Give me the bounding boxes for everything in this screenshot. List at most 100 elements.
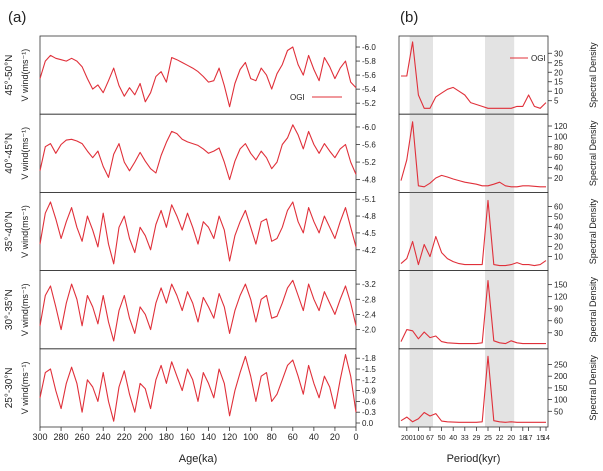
y-tick-label: -3.2 <box>362 280 376 289</box>
y-axis-label: V wind(ms⁻¹) <box>20 205 30 258</box>
y-tick-label: 5 <box>554 97 559 106</box>
shaded-band <box>485 114 515 193</box>
plot-frame <box>39 191 357 271</box>
series-line-OGI <box>400 121 546 188</box>
y-tick-label: -2.0 <box>362 326 376 335</box>
latitude-band-label: 35°-40°N <box>4 211 15 252</box>
plot-frame <box>39 35 357 115</box>
y-tick-label: 40 <box>554 222 563 231</box>
y-tick-label: 50 <box>554 212 563 221</box>
x-tick-label: 180 <box>159 432 174 442</box>
x-axis: 300 280 260 240 220 200 180 160 140 120 100 80 60 40 2… <box>32 427 359 442</box>
x-tick-label: 280 <box>54 432 69 442</box>
y-tick-label: 80 <box>554 143 563 152</box>
panel-a-row-1: -6.0 -5.8 -5.6 -5.4 -5.2 45°-50°N V wind(ms⁻¹)… <box>4 35 376 115</box>
x-tick-label: 60 <box>288 432 298 442</box>
legend: OGI <box>510 54 546 63</box>
y-tick-label: -4.5 <box>362 229 376 238</box>
y-tick-label: 30 <box>554 49 563 58</box>
y-tick-label: 60 <box>554 202 563 211</box>
plot-frame <box>39 270 357 350</box>
panel-b-row-4: 30 60 90 120 150 Spectral Density <box>398 270 598 350</box>
y-tick-label: 100 <box>554 132 568 141</box>
y-tick-label: -0.3 <box>362 408 376 417</box>
plot-frame <box>39 113 357 193</box>
x-tick-label: 100 <box>413 435 425 442</box>
x-tick-label: 22 <box>496 435 504 442</box>
series-line-OGI <box>400 355 546 423</box>
shaded-band <box>409 348 433 427</box>
y-tick-label: -5.2 <box>362 158 376 167</box>
y-tick-label: 50 <box>554 407 563 416</box>
panel-a-row-4: -3.2 -2.8 -2.4 -2.0 30°-35°N V wind(ms⁻¹) <box>4 270 376 350</box>
y-tick-label: 60 <box>554 317 563 326</box>
y-tick-label: -2.8 <box>362 295 376 304</box>
y-tick-label: -5.8 <box>362 57 376 66</box>
y-axis-label: V wind(ms⁻¹) <box>20 127 30 180</box>
y-tick-label: -1.8 <box>362 354 376 363</box>
x-axis-title-a: Age(ka) <box>179 453 218 465</box>
y-axis-label: V wind(ms⁻¹) <box>20 362 30 415</box>
y-axis-ticks: -5.1 -4.8 -4.5 -4.2 <box>356 195 376 255</box>
y-tick-label: -6.0 <box>362 123 376 132</box>
plot-frame <box>39 348 357 428</box>
series-line-OGI <box>39 354 357 422</box>
x-tick-label: 160 <box>180 432 195 442</box>
y-axis-label: Spectral Density <box>588 355 598 421</box>
series-line-OGI <box>400 199 547 267</box>
x-tick-label: 0 <box>353 432 358 442</box>
y-tick-label: -0.9 <box>362 387 376 396</box>
x-tick-label: 120 <box>222 432 237 442</box>
panel-label-b: (b) <box>400 9 418 26</box>
shaded-band <box>485 192 515 271</box>
x-tick-label: 67 <box>426 435 434 442</box>
shaded-band <box>409 114 433 193</box>
y-tick-label: -0.6 <box>362 397 376 406</box>
y-tick-label: 200 <box>554 372 568 381</box>
x-tick-label: 40 <box>309 432 319 442</box>
y-tick-label: 30 <box>554 233 563 242</box>
y-tick-label: 20 <box>554 68 563 77</box>
latitude-band-label: 45°-50°N <box>4 55 15 96</box>
shaded-band <box>409 36 433 115</box>
y-tick-label: 25 <box>554 59 563 68</box>
y-axis-ticks: -6.0 -5.8 -5.6 -5.4 -5.2 <box>356 43 376 108</box>
y-axis-ticks: 50 100 150 200 250 <box>548 361 568 416</box>
shaded-band <box>485 36 515 115</box>
x-tick-label: 20 <box>330 432 340 442</box>
latitude-band-label: 30°-35°N <box>4 289 15 330</box>
y-tick-label: -4.8 <box>362 212 376 221</box>
y-tick-label: -5.6 <box>362 141 376 150</box>
series-line-OGI <box>39 279 357 342</box>
y-tick-label: -6.0 <box>362 43 376 52</box>
x-tick-label: 17 <box>525 435 533 442</box>
y-axis-ticks: -6.0 -5.6 -5.2 -4.8 <box>356 123 376 185</box>
x-tick-label: 260 <box>75 432 90 442</box>
x-tick-label: 220 <box>117 432 132 442</box>
x-tick-label: 20 <box>507 435 515 442</box>
y-tick-label: -2.4 <box>362 310 376 319</box>
legend-label: OGI <box>531 54 546 63</box>
latitude-band-label: 25°-30°N <box>4 368 15 409</box>
y-tick-label: 15 <box>554 78 563 87</box>
x-tick-label: 140 <box>201 432 216 442</box>
series-line-OGI <box>39 124 357 181</box>
shaded-band <box>409 270 433 349</box>
shaded-band <box>485 270 515 349</box>
shaded-band <box>409 192 433 271</box>
y-axis-label: Spectral Density <box>588 276 598 342</box>
panel-a-row-5: -1.8 -1.5 -1.2 -0.9-0.6 -0.3 0.0 25°-30°N V win… <box>4 348 376 442</box>
x-tick-label: 18 <box>519 435 527 442</box>
x-tick-label: 300 <box>32 432 47 442</box>
y-tick-label: -1.2 <box>362 376 376 385</box>
x-tick-label: 200 <box>138 432 153 442</box>
x-tick-label: 15 <box>536 435 544 442</box>
y-tick-label: -1.5 <box>362 365 376 374</box>
